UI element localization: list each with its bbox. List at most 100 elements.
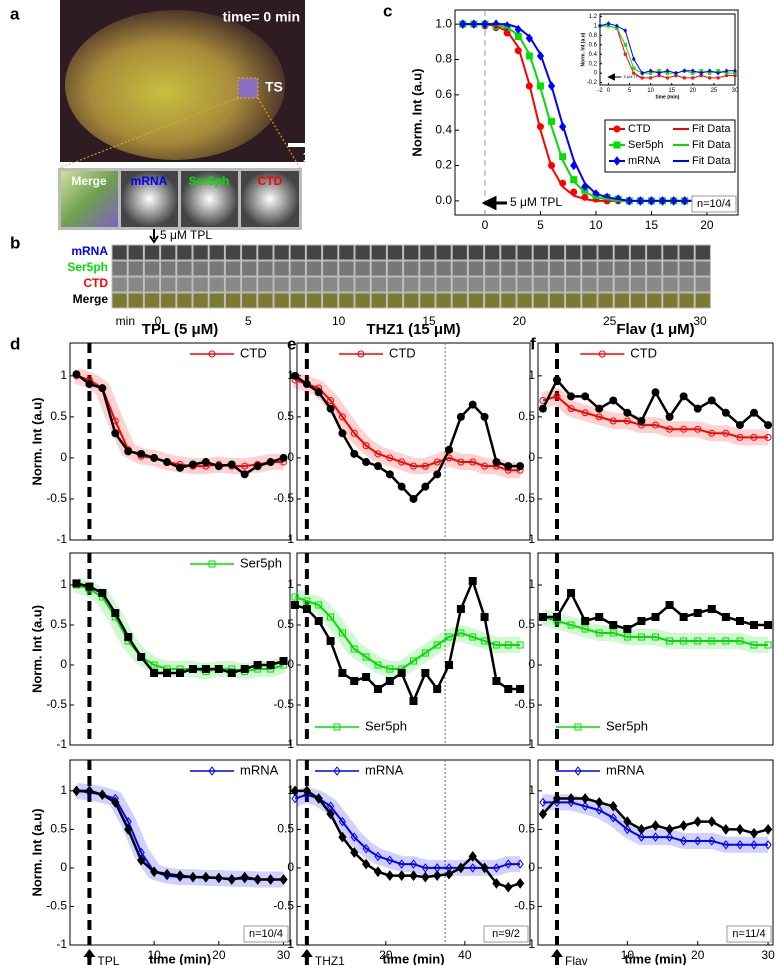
x-tick-label: 0 (155, 314, 162, 328)
marker (374, 450, 382, 458)
marker (421, 649, 429, 657)
marker (338, 629, 346, 637)
chart: -1-0.500.510102030mRNANorm. Int (a.u)tim… (29, 759, 291, 965)
marker (651, 613, 660, 621)
frame (386, 276, 404, 293)
frame (565, 276, 582, 293)
marker (253, 661, 262, 669)
x-tick-label: 10 (647, 88, 654, 94)
panel-label: a (10, 4, 20, 23)
chart: -1 -0.5 0 0.5 1 CTD THZ1 (15 μM) e (273, 321, 531, 546)
marker (722, 840, 730, 850)
annotation-box (483, 925, 529, 943)
marker (302, 380, 311, 389)
frame (354, 260, 371, 277)
frame (597, 260, 614, 277)
marker (469, 458, 477, 466)
frame (629, 260, 647, 277)
marker (504, 641, 512, 649)
marker (609, 417, 617, 425)
frame (419, 276, 436, 293)
frame (484, 292, 501, 309)
marker (227, 460, 236, 469)
frame (646, 276, 663, 293)
treatment-label: Flav (565, 954, 588, 965)
frame (370, 276, 387, 293)
frame (224, 276, 242, 293)
frame (467, 244, 485, 261)
series-line (294, 577, 521, 705)
marker (581, 801, 589, 811)
marker (214, 462, 223, 471)
marker (124, 824, 133, 835)
marker (679, 392, 688, 401)
y-tick-label: 1 (287, 783, 294, 797)
legend-label: Fit Data (692, 155, 731, 167)
frame (176, 260, 193, 277)
x-tick-label: 40 (458, 948, 472, 962)
frame (694, 260, 711, 277)
frame (467, 276, 485, 293)
marker (445, 633, 453, 641)
marker (72, 579, 81, 588)
frame (241, 244, 258, 261)
marker (398, 859, 406, 869)
plot-area (69, 342, 291, 541)
marker (693, 816, 702, 828)
marker (623, 824, 631, 835)
marker (314, 793, 323, 804)
marker (552, 375, 561, 384)
marker (397, 669, 406, 677)
marker (201, 871, 211, 883)
frame (694, 276, 711, 293)
chart: -1 -0.5 0 0.5 1 CTD TPL (5 μM) d Norm. Int (a.u) (10, 321, 291, 546)
marker (735, 617, 744, 625)
x-tick-label: 5 (537, 218, 544, 232)
marker (516, 641, 524, 649)
marker (72, 785, 81, 797)
marker (291, 793, 299, 804)
x-tick-label: 15 (645, 218, 659, 232)
marker (214, 872, 223, 884)
marker (163, 458, 172, 467)
y-tick-label: 0.5 (518, 822, 535, 836)
marker (615, 23, 619, 29)
frame (289, 260, 306, 277)
frame (581, 292, 598, 309)
marker (240, 871, 249, 883)
marker (708, 637, 716, 645)
plot-area (69, 552, 291, 746)
frame (581, 276, 598, 293)
marker (763, 824, 773, 835)
marker (421, 462, 429, 470)
marker (386, 665, 394, 673)
marker (764, 621, 773, 629)
marker (609, 629, 617, 637)
marker (214, 665, 223, 673)
frame (127, 276, 144, 293)
frame (386, 292, 404, 309)
marker (680, 836, 688, 846)
marker (707, 396, 716, 405)
marker (433, 470, 442, 479)
marker (124, 447, 133, 456)
marker (538, 404, 547, 413)
y-tick-label: 0 (594, 71, 598, 77)
frame (160, 260, 177, 277)
marker (721, 613, 730, 621)
y-tick-label: 0.0 (435, 193, 452, 207)
panel-label: c (383, 1, 392, 20)
marker (623, 625, 632, 633)
chart: -1 -0.5 0 0.5 1 Ser5ph (514, 552, 774, 751)
marker (581, 409, 589, 417)
frame (678, 276, 695, 293)
treatment-arrow (149, 229, 159, 244)
frame (419, 292, 436, 309)
x-tick-label: 0 (482, 218, 489, 232)
marker (444, 868, 454, 880)
tile (61, 171, 118, 227)
x-tick-label: 0 (607, 88, 611, 94)
marker (750, 840, 758, 850)
marker (631, 56, 636, 62)
y-tick-label: -0.5 (273, 697, 294, 711)
